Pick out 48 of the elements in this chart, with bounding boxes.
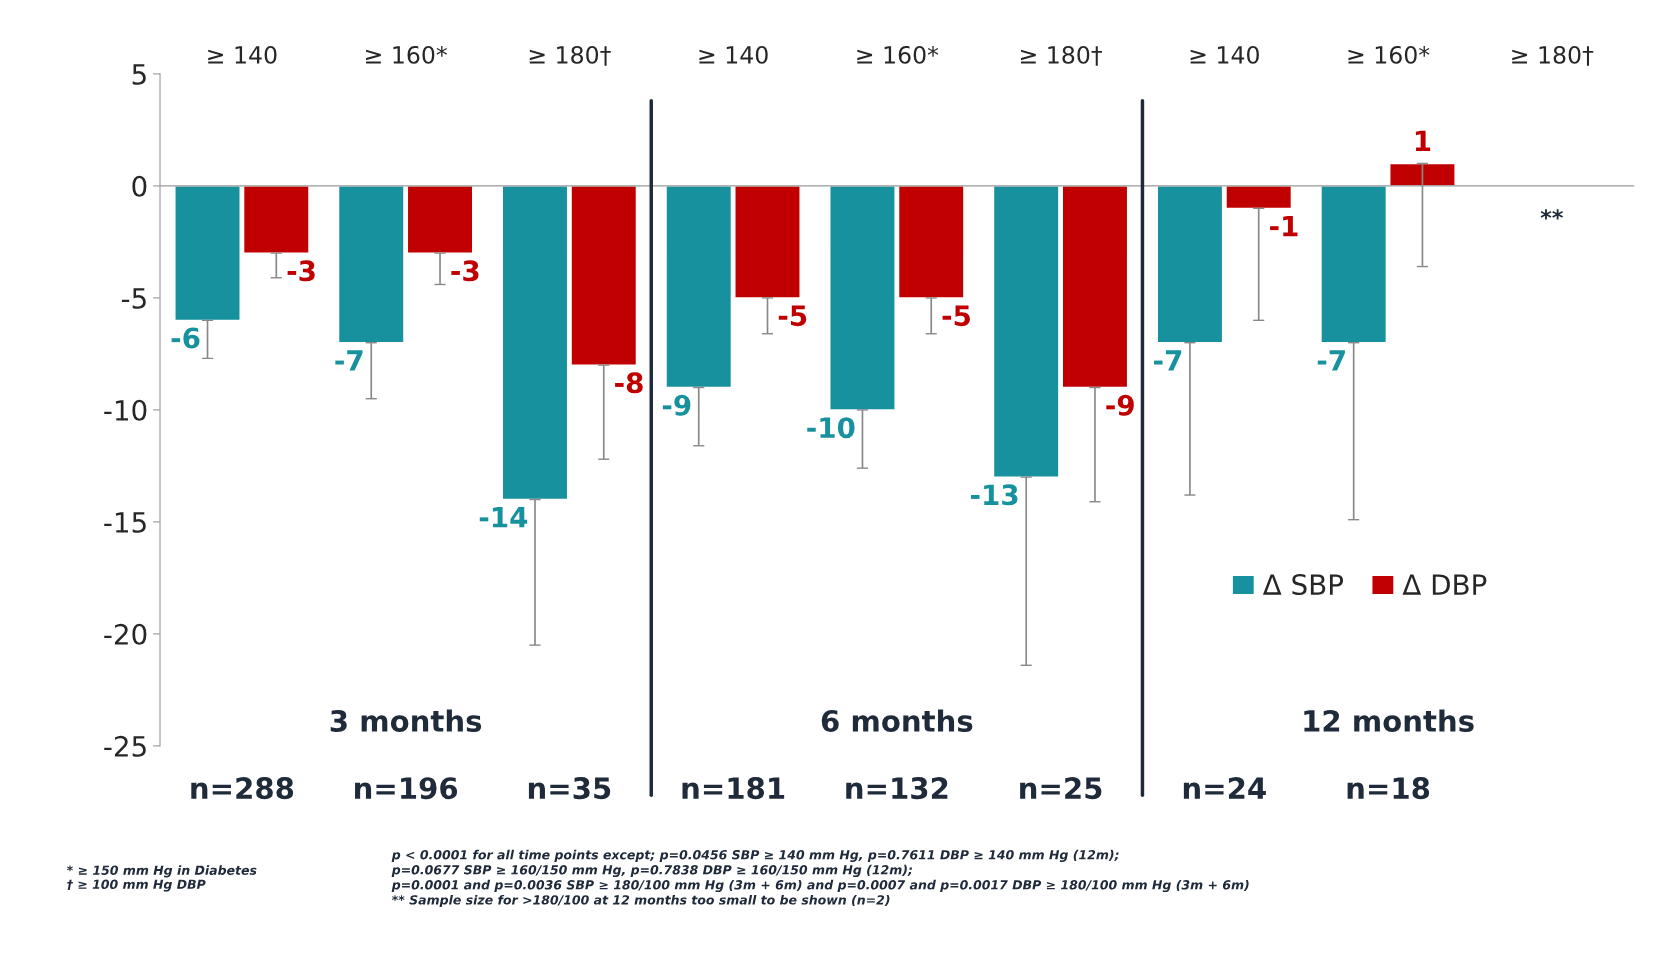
text: n=288 — [191, 777, 294, 800]
x-tick-label: ≥ 180† — [1021, 45, 1103, 66]
x-tick-label: ≥ 160* — [1348, 45, 1430, 64]
data-label: -7 — [1154, 350, 1182, 371]
text: n=18 — [1347, 777, 1430, 800]
data-label: -5 — [942, 305, 970, 327]
annotation: 12 months — [1304, 709, 1474, 732]
x-tick-label: ≥ 180† — [1512, 45, 1594, 66]
y-tick-label: -15 — [104, 512, 146, 533]
data-label: -7 — [335, 350, 363, 371]
y-tick-label: -20 — [104, 623, 147, 645]
data-label: -8 — [615, 372, 643, 394]
data-label: -5 — [778, 305, 807, 327]
text: * ≥ 150 mm Hg in Diabetes † ≥ 100 mm Hg DBP — [66, 865, 257, 892]
annotation: 6 months — [821, 709, 973, 732]
x-tick-label: ≥ 160* — [857, 45, 939, 64]
data-label: -10 — [807, 417, 855, 439]
y-tick-label: -5 — [121, 288, 146, 309]
data-label: -13 — [970, 484, 1018, 506]
text: p < 0.0001 for all time points except; p=0.0456 SBP ≥ 140 mm Hg, p=0.7611 DBP ≥ 140 mm Hg (12m); p=0.0677 SBP ≥ 160/150 mm Hg, p=0.7838 DBP ≥ 160/150 mm Hg (12m); p=0.0001 and p=0.0036 SBP ≥ 180/100 mm Hg (3m + 6m) and p=0.0007 and p=0.0017 DBP ≥ 180/100 mm Hg (3m + 6m) ** Sample size for >180/100 at 12 months too small to be shown (n=2) — [391, 849, 1249, 908]
y-tick-label: -25 — [104, 735, 146, 757]
data-label: -14 — [479, 507, 528, 528]
x-tick-label: ≥ 180† — [529, 45, 611, 66]
y-tick-label: 5 — [132, 64, 146, 85]
data-label: -3 — [451, 260, 479, 282]
data-label: -6 — [171, 327, 200, 349]
x-tick-label: ≥ 140 — [699, 45, 768, 64]
y-tick-label: 0 — [132, 175, 147, 197]
data-label: -3 — [287, 260, 315, 282]
text: n=181 — [682, 777, 785, 800]
annotation: ** — [1540, 209, 1563, 220]
text: n=132 — [846, 777, 948, 800]
x-tick-label: ≥ 160* — [366, 45, 448, 64]
text: n=35 — [528, 777, 611, 800]
text: n=24 — [1183, 777, 1266, 799]
text: n=196 — [355, 777, 458, 800]
legend-label: Δ DBP — [1402, 574, 1487, 595]
x-tick-label: ≥ 140 — [1190, 45, 1259, 64]
legend-label: Δ SBP — [1262, 574, 1344, 596]
annotation: 3 months — [330, 709, 482, 732]
data-label: -9 — [1106, 394, 1134, 416]
data-label: -7 — [1317, 350, 1345, 371]
text: n=25 — [1020, 777, 1102, 800]
data-label: -9 — [662, 394, 691, 416]
x-tick-label: ≥ 140 — [208, 45, 277, 64]
data-label: 1 — [1415, 130, 1431, 152]
data-label: -1 — [1270, 215, 1298, 237]
y-tick-label: -10 — [104, 399, 147, 421]
